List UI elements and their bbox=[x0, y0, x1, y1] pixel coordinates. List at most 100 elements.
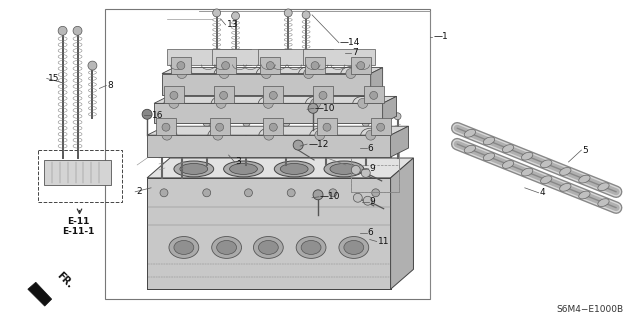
Ellipse shape bbox=[559, 183, 571, 191]
Ellipse shape bbox=[464, 145, 476, 153]
Ellipse shape bbox=[579, 191, 590, 199]
Text: —14: —14 bbox=[340, 38, 360, 47]
Circle shape bbox=[58, 26, 67, 35]
Circle shape bbox=[351, 166, 360, 174]
Text: 15: 15 bbox=[48, 74, 60, 83]
Circle shape bbox=[353, 193, 362, 202]
Bar bbox=[164, 86, 184, 103]
Polygon shape bbox=[390, 126, 408, 157]
Polygon shape bbox=[147, 126, 408, 135]
Circle shape bbox=[283, 120, 290, 127]
Polygon shape bbox=[390, 158, 413, 289]
Polygon shape bbox=[147, 135, 390, 157]
Circle shape bbox=[219, 69, 229, 78]
Text: 4: 4 bbox=[540, 188, 545, 197]
Text: 13: 13 bbox=[227, 20, 238, 29]
Text: 6: 6 bbox=[368, 228, 374, 237]
Circle shape bbox=[88, 61, 97, 70]
Polygon shape bbox=[154, 96, 397, 103]
Circle shape bbox=[370, 92, 378, 100]
Bar bbox=[259, 49, 333, 64]
Bar bbox=[351, 57, 371, 74]
Circle shape bbox=[169, 98, 179, 108]
Text: FR.: FR. bbox=[54, 270, 74, 290]
Polygon shape bbox=[162, 74, 371, 95]
Circle shape bbox=[372, 189, 380, 197]
Ellipse shape bbox=[598, 199, 609, 206]
Text: S6M4−E1000B: S6M4−E1000B bbox=[557, 305, 624, 314]
Circle shape bbox=[73, 26, 82, 35]
Circle shape bbox=[203, 189, 211, 197]
Circle shape bbox=[361, 144, 370, 152]
Circle shape bbox=[142, 109, 152, 119]
Bar bbox=[313, 86, 333, 103]
Bar bbox=[106, 9, 430, 299]
Circle shape bbox=[365, 130, 376, 140]
Text: E-11: E-11 bbox=[67, 217, 90, 226]
Circle shape bbox=[213, 130, 223, 140]
Circle shape bbox=[244, 189, 252, 197]
Polygon shape bbox=[162, 68, 383, 74]
Ellipse shape bbox=[180, 163, 208, 174]
Ellipse shape bbox=[541, 176, 552, 184]
Bar bbox=[351, 140, 399, 192]
Ellipse shape bbox=[522, 168, 533, 176]
Ellipse shape bbox=[541, 160, 552, 168]
Circle shape bbox=[377, 123, 385, 131]
Circle shape bbox=[311, 62, 319, 70]
Ellipse shape bbox=[217, 241, 237, 255]
Circle shape bbox=[266, 62, 275, 70]
Ellipse shape bbox=[259, 241, 278, 255]
Circle shape bbox=[303, 69, 314, 78]
Ellipse shape bbox=[324, 161, 364, 177]
Bar bbox=[371, 118, 390, 135]
Circle shape bbox=[264, 98, 273, 108]
Ellipse shape bbox=[174, 241, 194, 255]
Ellipse shape bbox=[223, 161, 264, 177]
Text: 8: 8 bbox=[108, 81, 113, 90]
Circle shape bbox=[308, 103, 318, 113]
Circle shape bbox=[269, 92, 277, 100]
Bar bbox=[212, 49, 291, 64]
Ellipse shape bbox=[212, 236, 241, 258]
Circle shape bbox=[284, 9, 292, 17]
Circle shape bbox=[287, 189, 295, 197]
Bar bbox=[303, 49, 374, 64]
Circle shape bbox=[329, 189, 337, 197]
Bar bbox=[38, 150, 122, 202]
Circle shape bbox=[361, 168, 370, 177]
Text: E-11-1: E-11-1 bbox=[62, 227, 95, 236]
Ellipse shape bbox=[275, 161, 314, 177]
Bar bbox=[264, 86, 284, 103]
Text: 3: 3 bbox=[236, 158, 241, 167]
Ellipse shape bbox=[169, 236, 199, 258]
Circle shape bbox=[315, 130, 324, 140]
Polygon shape bbox=[154, 103, 383, 123]
Text: —10: —10 bbox=[320, 192, 340, 201]
Circle shape bbox=[319, 92, 327, 100]
Ellipse shape bbox=[330, 163, 358, 174]
Circle shape bbox=[221, 62, 230, 70]
Circle shape bbox=[220, 92, 228, 100]
Circle shape bbox=[293, 140, 303, 150]
Ellipse shape bbox=[559, 167, 571, 175]
Ellipse shape bbox=[344, 241, 364, 255]
Text: 11: 11 bbox=[378, 237, 389, 246]
Ellipse shape bbox=[502, 145, 514, 152]
Circle shape bbox=[216, 98, 226, 108]
Polygon shape bbox=[383, 96, 397, 123]
Ellipse shape bbox=[502, 160, 514, 168]
Circle shape bbox=[394, 113, 401, 120]
Text: 16: 16 bbox=[152, 111, 164, 120]
Circle shape bbox=[232, 12, 239, 20]
Ellipse shape bbox=[483, 137, 495, 145]
Text: 5: 5 bbox=[582, 145, 588, 155]
Circle shape bbox=[313, 190, 323, 200]
Circle shape bbox=[177, 69, 187, 78]
Bar bbox=[210, 118, 230, 135]
Bar bbox=[44, 160, 111, 185]
Bar bbox=[260, 57, 280, 74]
Circle shape bbox=[159, 133, 166, 140]
Ellipse shape bbox=[464, 130, 476, 137]
Circle shape bbox=[364, 196, 372, 205]
